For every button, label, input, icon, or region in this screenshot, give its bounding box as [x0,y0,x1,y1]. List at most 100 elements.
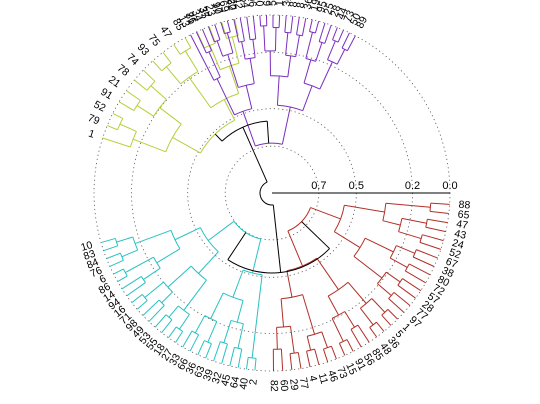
branch-radial [208,26,216,44]
leaf-label: 76 [88,264,104,280]
branch-radial [161,291,173,304]
radial-tick-label: 0.7 [311,180,326,192]
radial-tick-label: 0.2 [405,180,420,192]
leaf-label: 64 [228,375,242,389]
branch-radial [144,281,164,298]
branch-radial [126,282,146,297]
leaf-label: 2 [247,378,260,385]
branch-radial [272,204,282,273]
leaf-label: 90 [210,1,225,16]
branch-radial [229,347,235,367]
branch-radial [232,269,244,298]
branch-radial [132,138,166,153]
branch-arc [206,50,212,54]
branch-radial [318,22,326,42]
leaf-label: 82 [268,380,280,392]
branch-radial [201,28,213,51]
branch-radial [223,99,236,121]
branch-radial [385,271,401,283]
branch-radial [398,231,422,240]
branch-radial [402,278,422,292]
leaf-label: 79 [86,112,102,128]
branch-radial [228,65,240,94]
branch-arc [296,34,303,37]
branch-radial [134,229,172,245]
leaf-label: 38 [440,265,456,281]
branch-radial [369,327,378,338]
leaf-label: 65 [457,208,470,221]
branch-radial [350,329,362,348]
branch-radial [359,307,374,326]
branch-radial [396,245,415,254]
branch-radial [126,90,141,101]
branch-radial [195,31,207,54]
leaf-label: 17 [210,1,225,16]
branch-arc [249,38,256,41]
leaf-label: 36 [301,0,315,10]
branch-radial [338,343,346,356]
leaf-label: 24 [451,237,466,252]
branch-radial [393,291,411,306]
leaf-label: 88 [458,199,471,212]
leaf-label: 57 [425,290,441,307]
branch-radial [425,226,446,233]
leaf-label: 72 [431,282,447,298]
branch-radial [233,19,240,43]
branch-radial [154,314,167,328]
leaf-label: 47 [455,218,469,232]
branch-radial [190,34,215,81]
branch-radial [241,41,246,60]
leaf-label: 8 [295,1,308,9]
branch-radial [136,300,148,310]
branch-radial [405,270,426,284]
leaf-label: 9 [260,0,272,6]
branch-radial [227,232,247,260]
leaf-label: 34 [189,8,205,24]
branch-radial [324,24,332,44]
branch-arc [233,221,261,240]
branch-radial [382,220,401,226]
branch-radial [315,42,323,62]
leaf-label: 62 [224,0,238,12]
branch-radial [322,348,329,363]
branch-radial [109,259,124,267]
leaf-label: 91 [98,86,114,102]
branch-radial [113,268,124,275]
branch-radial [408,263,431,276]
branch-radial [237,323,244,349]
radial-axis: 0.7 0.5 0.2 0.0 [272,180,458,194]
leaf-label: 23 [203,3,218,18]
branch-arc [163,281,173,293]
leaf-label: 52 [92,99,108,115]
leaf-label: 73 [334,365,349,380]
branch-radial [377,283,392,296]
branch-radial [334,231,361,248]
branch-radial [226,32,234,54]
leaf-label: 20 [225,0,239,12]
branch-radial [252,15,257,40]
leaf-label: 4 [306,374,319,382]
branch-radial [142,69,156,82]
branch-radial [303,59,312,84]
leaf-label: 39 [201,367,216,382]
branch-radial [337,29,344,43]
branch-arc [222,52,234,57]
branch-radial [112,113,123,119]
branch-arc [287,207,311,232]
leaf-label: 84 [85,256,100,272]
branch-radial [118,101,135,111]
branch-radial [208,26,215,43]
leaf-label: 50 [348,11,364,27]
branch-radial [179,314,190,330]
leaf-label: 52 [448,246,463,261]
branch-radial [397,284,416,299]
branch-radial [221,22,227,39]
leaf-label: 66 [175,356,191,372]
branch-radial [242,126,268,183]
leaf-label: 45 [219,373,233,387]
branch-radial [173,44,181,55]
leaf-label: 25 [322,1,337,16]
leaf-label: 81 [182,10,198,26]
branch-radial [210,292,224,319]
branch-radial [316,257,339,290]
